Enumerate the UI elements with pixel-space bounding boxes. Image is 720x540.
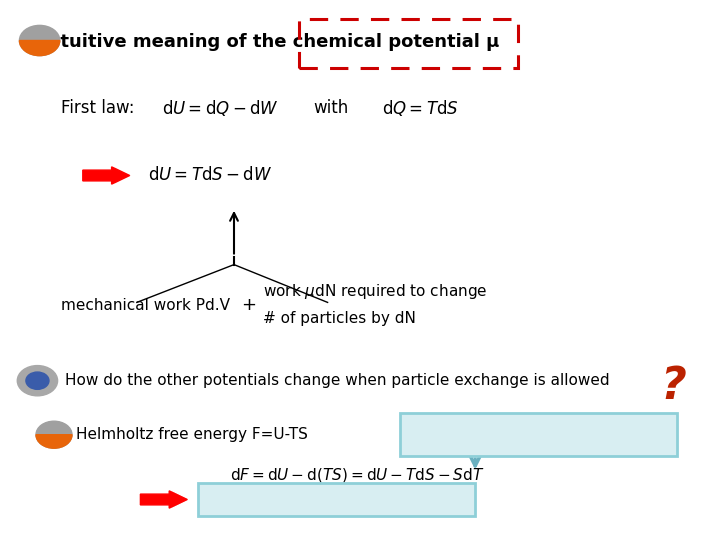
Circle shape — [36, 421, 72, 448]
Text: First law:: First law: — [61, 99, 135, 117]
Text: Intuitive meaning of the chemical potential μ: Intuitive meaning of the chemical potent… — [41, 32, 499, 51]
Text: mechanical work Pd.V: mechanical work Pd.V — [61, 298, 230, 313]
Text: $\mathrm{d}Q = T\mathrm{d}S$: $\mathrm{d}Q = T\mathrm{d}S$ — [382, 98, 459, 118]
FancyArrow shape — [83, 167, 130, 184]
Text: Helmholtz free energy F=U-TS: Helmholtz free energy F=U-TS — [76, 427, 307, 442]
Bar — [400, 413, 677, 456]
Text: $\mathrm{d}U = T\mathrm{d}S - \mathrm{d}W$: $\mathrm{d}U = T\mathrm{d}S - \mathrm{d}… — [148, 166, 272, 185]
Text: +: + — [241, 296, 256, 314]
Text: with: with — [314, 99, 348, 117]
Text: $\mathrm{d}U = T\mathrm{d}S - P\mathrm{d}V + \mu\mathrm{d}N$: $\mathrm{d}U = T\mathrm{d}S - P\mathrm{d… — [447, 424, 630, 446]
Text: ?: ? — [660, 364, 686, 408]
Bar — [198, 483, 475, 516]
Text: $\mathrm{d}F = \mathrm{d}U - \mathrm{d}(TS) = \mathrm{d}U - T\mathrm{d}S - S\mat: $\mathrm{d}F = \mathrm{d}U - \mathrm{d}(… — [230, 466, 485, 484]
Wedge shape — [19, 40, 60, 56]
Wedge shape — [36, 435, 72, 448]
Text: $\mathrm{d}F = -S\mathrm{d}T - P\mathrm{d}V + \mu\mathrm{d}N$: $\mathrm{d}F = -S\mathrm{d}T - P\mathrm{… — [237, 489, 437, 510]
Circle shape — [19, 25, 60, 56]
Text: # of particles by dN: # of particles by dN — [263, 311, 415, 326]
Text: How do the other potentials change when particle exchange is allowed: How do the other potentials change when … — [65, 373, 609, 388]
Text: $\mathrm{d}U = \mathrm{d}Q - \mathrm{d}W$: $\mathrm{d}U = \mathrm{d}Q - \mathrm{d}W… — [162, 98, 279, 118]
FancyArrow shape — [140, 491, 187, 508]
Circle shape — [17, 366, 58, 396]
Bar — [299, 19, 518, 68]
Text: work $\mu$dN required to change: work $\mu$dN required to change — [263, 282, 487, 301]
Circle shape — [26, 372, 49, 389]
